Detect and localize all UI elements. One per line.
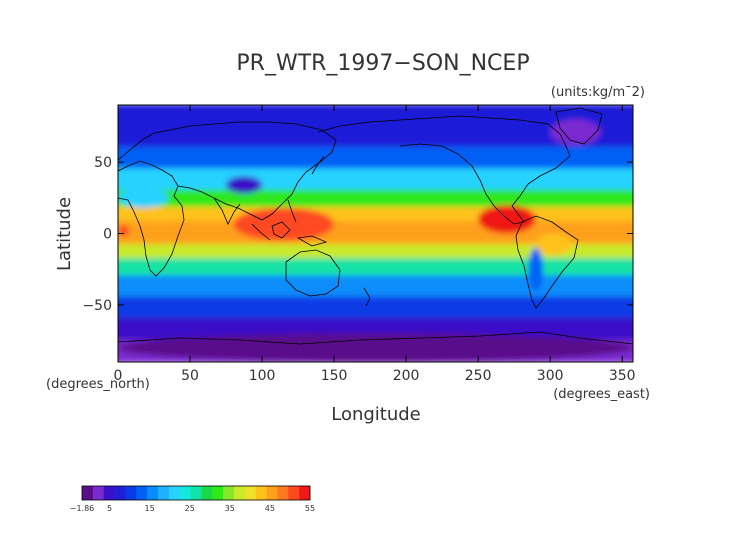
colorbar-swatch — [179, 486, 191, 500]
y-axis-title: Latitude — [54, 197, 75, 271]
coast-australia — [285, 249, 341, 297]
chart-title: PR_WTR_1997−SON_NCEP — [236, 51, 529, 76]
lat-band-2 — [118, 168, 633, 192]
units-label: (units:kg/m¯2) — [551, 85, 645, 100]
coast-south-america — [515, 215, 579, 309]
coast-new-zealand — [363, 287, 371, 307]
colorbar-swatch — [234, 486, 246, 500]
colorbar-swatch — [158, 486, 170, 500]
colorbar-swatch — [190, 486, 202, 500]
colorbar-swatch — [168, 486, 181, 500]
x-tick-label: 300 — [537, 368, 564, 384]
colorbar-swatch — [147, 486, 159, 500]
colorbar-swatch — [288, 486, 300, 500]
lat-band-4 — [118, 206, 633, 224]
x-tick-label: 100 — [249, 368, 276, 384]
coast-greenland — [555, 107, 603, 145]
feature-antarctica-dry — [118, 333, 633, 362]
colorbar-swatch — [255, 486, 267, 500]
y-unit-label: (degrees_north) — [46, 377, 150, 392]
feature-amazon-high — [535, 233, 572, 255]
colorbar-swatch — [92, 486, 105, 500]
lat-band-7 — [118, 258, 633, 278]
x-tick-label: 350 — [609, 368, 636, 384]
lat-band-3 — [118, 189, 633, 209]
colorbar-label: 25 — [185, 504, 195, 513]
colorbar-frame — [81, 485, 311, 501]
x-axis: 0 50 100 150 200 250 300 350 — [114, 105, 636, 384]
lat-band-0 — [118, 105, 633, 149]
colorbar: −1.86 5 15 25 35 45 55 — [70, 485, 315, 513]
colorbar-swatch — [244, 486, 257, 500]
colorbar-swatch — [277, 486, 289, 500]
coast-japan — [311, 155, 325, 175]
lat-band-6 — [118, 243, 633, 261]
coast-borneo — [271, 221, 291, 239]
feature-tibet-dry — [226, 176, 263, 194]
colorbar-swatch — [266, 486, 278, 500]
x-tick-label: 150 — [321, 368, 348, 384]
y-tick-label: 0 — [103, 227, 112, 243]
precipitable-water-field — [118, 105, 633, 362]
lat-band-1 — [118, 146, 633, 171]
colorbar-swatch — [299, 486, 311, 500]
y-tick-label: −50 — [82, 298, 112, 314]
feature-andes-dry — [528, 247, 543, 291]
colorbar-label: 5 — [107, 504, 112, 513]
x-axis-title: Longitude — [331, 404, 421, 425]
lat-band-8 — [118, 275, 633, 299]
colorbar-swatch — [223, 486, 235, 500]
colorbar-swatch — [103, 486, 115, 500]
x-tick-label: 200 — [393, 368, 420, 384]
colorbar-swatch — [201, 486, 213, 500]
x-tick-label: 0 — [114, 368, 123, 384]
coast-india — [213, 197, 241, 225]
colorbar-label: 45 — [265, 504, 275, 513]
colorbar-label: 55 — [305, 504, 315, 513]
x-tick-label: 50 — [181, 368, 199, 384]
feature-east-pacific-caribbean-warm — [478, 204, 536, 234]
feature-greenland-dry — [550, 119, 601, 145]
x-tick-label: 250 — [465, 368, 492, 384]
coastlines — [118, 107, 633, 345]
colorbar-swatch — [136, 486, 148, 500]
colorbar-label: 15 — [145, 504, 155, 513]
colorbar-swatch — [114, 486, 126, 500]
colorbar-label: 35 — [225, 504, 235, 513]
lat-band-9 — [118, 296, 633, 321]
colorbar-swatch — [212, 486, 224, 500]
feature-sahara-dry — [118, 187, 169, 208]
colorbar-swatch — [125, 486, 137, 500]
colorbar-swatch — [82, 486, 94, 500]
coast-new-guinea — [296, 235, 328, 247]
x-unit-label: (degrees_east) — [553, 387, 650, 402]
coast-philippines — [287, 199, 297, 223]
coast-north-america — [317, 115, 571, 225]
coast-antarctica — [118, 331, 633, 345]
coast-sumatra — [251, 223, 271, 241]
coast-africa — [118, 160, 185, 277]
colorbar-label: −1.86 — [70, 504, 95, 513]
y-axis: 50 0 −50 — [82, 155, 633, 314]
feature-west-africa-warm — [118, 224, 130, 237]
y-tick-label: 50 — [94, 155, 112, 171]
